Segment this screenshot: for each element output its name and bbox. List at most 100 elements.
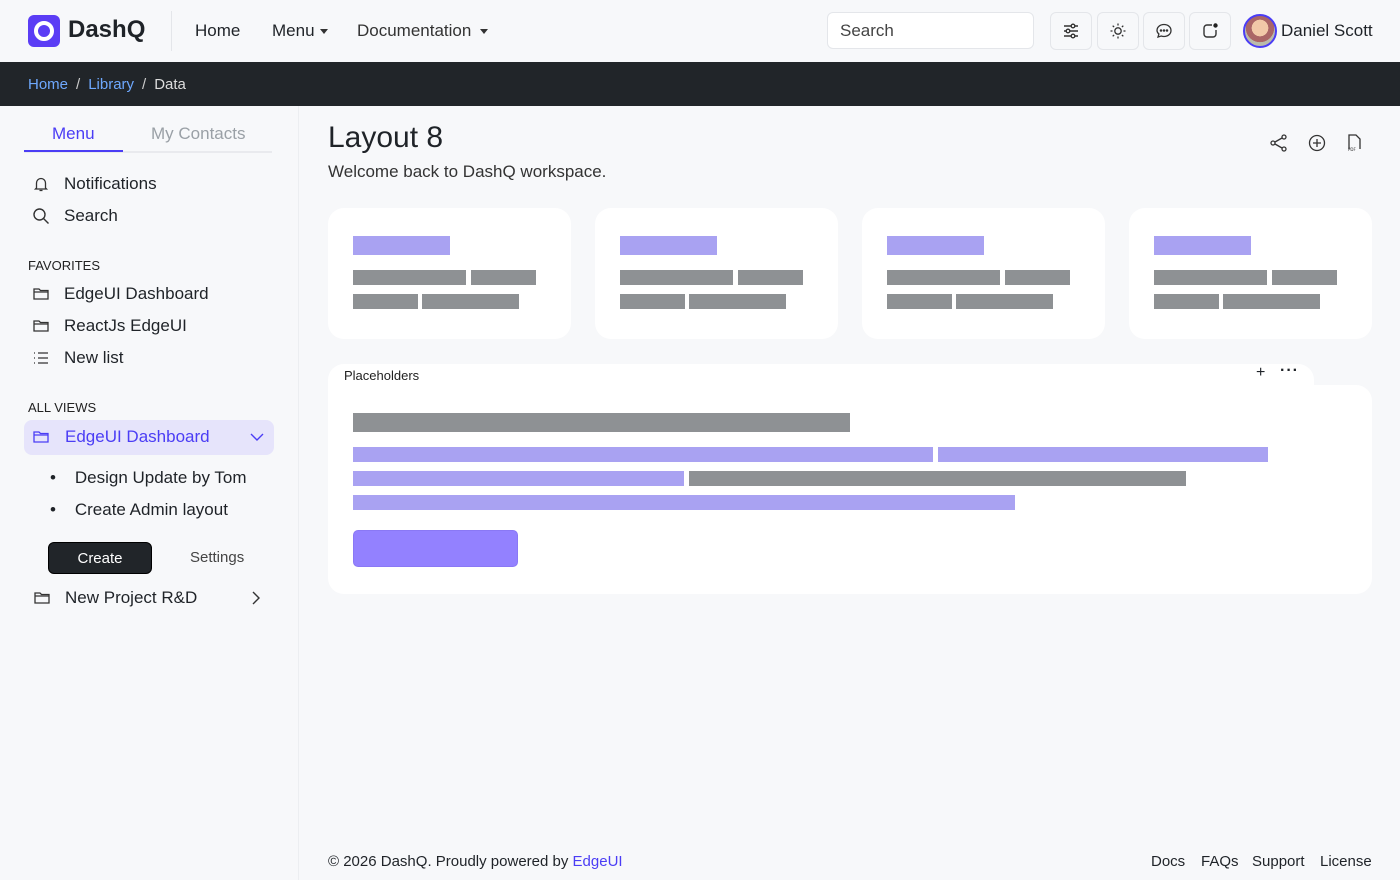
caret-down-icon: [480, 29, 489, 35]
sidebar-item-label: Search: [64, 206, 118, 225]
sidebar-item-new-list[interactable]: New list: [32, 348, 124, 368]
sidebar-item-reactjs-edgeui[interactable]: ReactJs EdgeUI: [32, 316, 187, 336]
nav-menu[interactable]: Menu: [272, 21, 328, 41]
sub-item-design-update[interactable]: • Design Update by Tom: [50, 468, 247, 487]
footer-license[interactable]: License: [1320, 853, 1372, 870]
add-icon[interactable]: +: [1256, 364, 1266, 381]
search-icon: [33, 208, 49, 224]
sun-icon: [1110, 23, 1126, 39]
placeholder-bar: [1154, 270, 1267, 285]
sub-item-create-admin[interactable]: • Create Admin layout: [50, 500, 228, 519]
sidebar-item-active-view[interactable]: [24, 420, 274, 455]
sidebar-item-label: EdgeUI Dashboard: [64, 284, 209, 303]
avatar[interactable]: [1243, 14, 1277, 48]
sidebar-item-label: EdgeUI Dashboard: [65, 427, 210, 446]
settings-sliders-button[interactable]: [1050, 12, 1092, 50]
sidebar-item-new-project[interactable]: New Project R&D: [33, 588, 197, 608]
placeholder-bar: [353, 270, 466, 285]
sliders-icon: [1064, 23, 1078, 39]
placeholder-bar: [689, 294, 786, 309]
placeholder-button[interactable]: [353, 530, 518, 567]
placeholder-bar: [1154, 294, 1219, 309]
user-name[interactable]: Daniel Scott: [1281, 21, 1373, 40]
placeholder-bar: [1223, 294, 1320, 309]
breadcrumb-bar: [0, 62, 1400, 106]
sidebar: [0, 106, 299, 880]
caret-down-icon: [319, 29, 328, 35]
placeholder-bar: [887, 236, 984, 255]
placeholder-bar: [738, 270, 803, 285]
footer-support[interactable]: Support: [1252, 853, 1305, 870]
placeholder-bar: [887, 270, 1000, 285]
brand-name[interactable]: DashQ: [68, 16, 146, 43]
notifications-button[interactable]: [1189, 12, 1231, 50]
breadcrumb-home[interactable]: Home: [28, 76, 69, 93]
breadcrumb-library[interactable]: Library: [88, 76, 135, 93]
placeholder-line: [938, 447, 1268, 462]
placeholder-bar: [620, 236, 717, 255]
placeholder-line: [689, 471, 1186, 486]
placeholder-card: [328, 208, 571, 339]
add-circle-icon[interactable]: [1307, 133, 1327, 153]
messages-button[interactable]: [1143, 12, 1185, 50]
search-input[interactable]: Search: [827, 12, 1034, 49]
placeholder-bar: [1005, 270, 1070, 285]
sidebar-item-label: Notifications: [64, 174, 157, 193]
placeholder-bar: [620, 270, 733, 285]
sidebar-item-search[interactable]: Search: [32, 206, 118, 226]
sidebar-item-edgeui-dashboard[interactable]: EdgeUI Dashboard: [32, 284, 209, 304]
share-icon[interactable]: [1269, 133, 1289, 153]
placeholder-bar: [353, 236, 450, 255]
settings-button[interactable]: Settings: [190, 549, 245, 566]
chevron-right-icon[interactable]: [250, 590, 262, 606]
pdf-file-icon[interactable]: PDF: [1345, 133, 1365, 153]
page-subtitle: Welcome back to DashQ workspace.: [328, 162, 607, 181]
footer-docs[interactable]: Docs: [1151, 853, 1186, 870]
list-icon: [34, 352, 48, 364]
placeholder-bar: [422, 294, 519, 309]
sidebar-item-label: ReactJs EdgeUI: [64, 316, 187, 335]
all-views-heading: ALL VIEWS: [28, 400, 97, 415]
copyright-text: © 2026 DashQ. Proudly powered by: [328, 853, 573, 870]
folder-icon: [33, 320, 49, 332]
placeholder-card: [862, 208, 1105, 339]
placeholder-line: [353, 447, 933, 462]
nav-menu-label: Menu: [272, 21, 315, 40]
page-title: Layout 8: [328, 121, 444, 154]
notification-icon: [1203, 23, 1218, 38]
theme-toggle-button[interactable]: [1097, 12, 1139, 50]
placeholder-bar: [620, 294, 685, 309]
active-view-label[interactable]: EdgeUI Dashboard: [32, 427, 210, 447]
footer-edgeui-link[interactable]: EdgeUI: [572, 853, 623, 870]
placeholder-bar: [353, 294, 418, 309]
chat-icon: [1156, 23, 1172, 38]
sub-item-label: Design Update by Tom: [74, 468, 247, 487]
placeholder-card: [595, 208, 838, 339]
breadcrumb-current: Data: [154, 76, 186, 93]
nav-home[interactable]: Home: [195, 21, 241, 40]
create-button[interactable]: Create: [48, 542, 152, 574]
sub-item-label: Create Admin layout: [74, 500, 228, 519]
nav-documentation-label: Documentation: [357, 21, 472, 40]
bell-icon: [33, 177, 49, 192]
placeholder-bar: [1154, 236, 1251, 255]
folder-icon: [33, 431, 49, 443]
tab-menu[interactable]: Menu: [52, 124, 95, 143]
chevron-down-icon[interactable]: [249, 431, 265, 443]
footer-copyright: © 2026 DashQ. Proudly powered by EdgeUI: [328, 853, 623, 870]
footer-faqs[interactable]: FAQs: [1201, 853, 1239, 870]
placeholder-line: [353, 495, 1015, 510]
placeholder-bar: [471, 270, 536, 285]
nav-documentation[interactable]: Documentation: [357, 21, 489, 41]
logo-q-mark: [34, 21, 54, 41]
tab-my-contacts[interactable]: My Contacts: [151, 124, 246, 143]
svg-text:PDF: PDF: [1348, 147, 1356, 152]
divider: [171, 11, 172, 51]
sidebar-item-notifications[interactable]: Notifications: [32, 174, 157, 194]
more-icon[interactable]: ···: [1280, 362, 1299, 379]
placeholder-bar: [887, 294, 952, 309]
placeholder-bar: [956, 294, 1053, 309]
placeholder-line: [353, 471, 684, 486]
placeholder-bar: [1272, 270, 1337, 285]
panel-title: Placeholders: [344, 368, 420, 383]
